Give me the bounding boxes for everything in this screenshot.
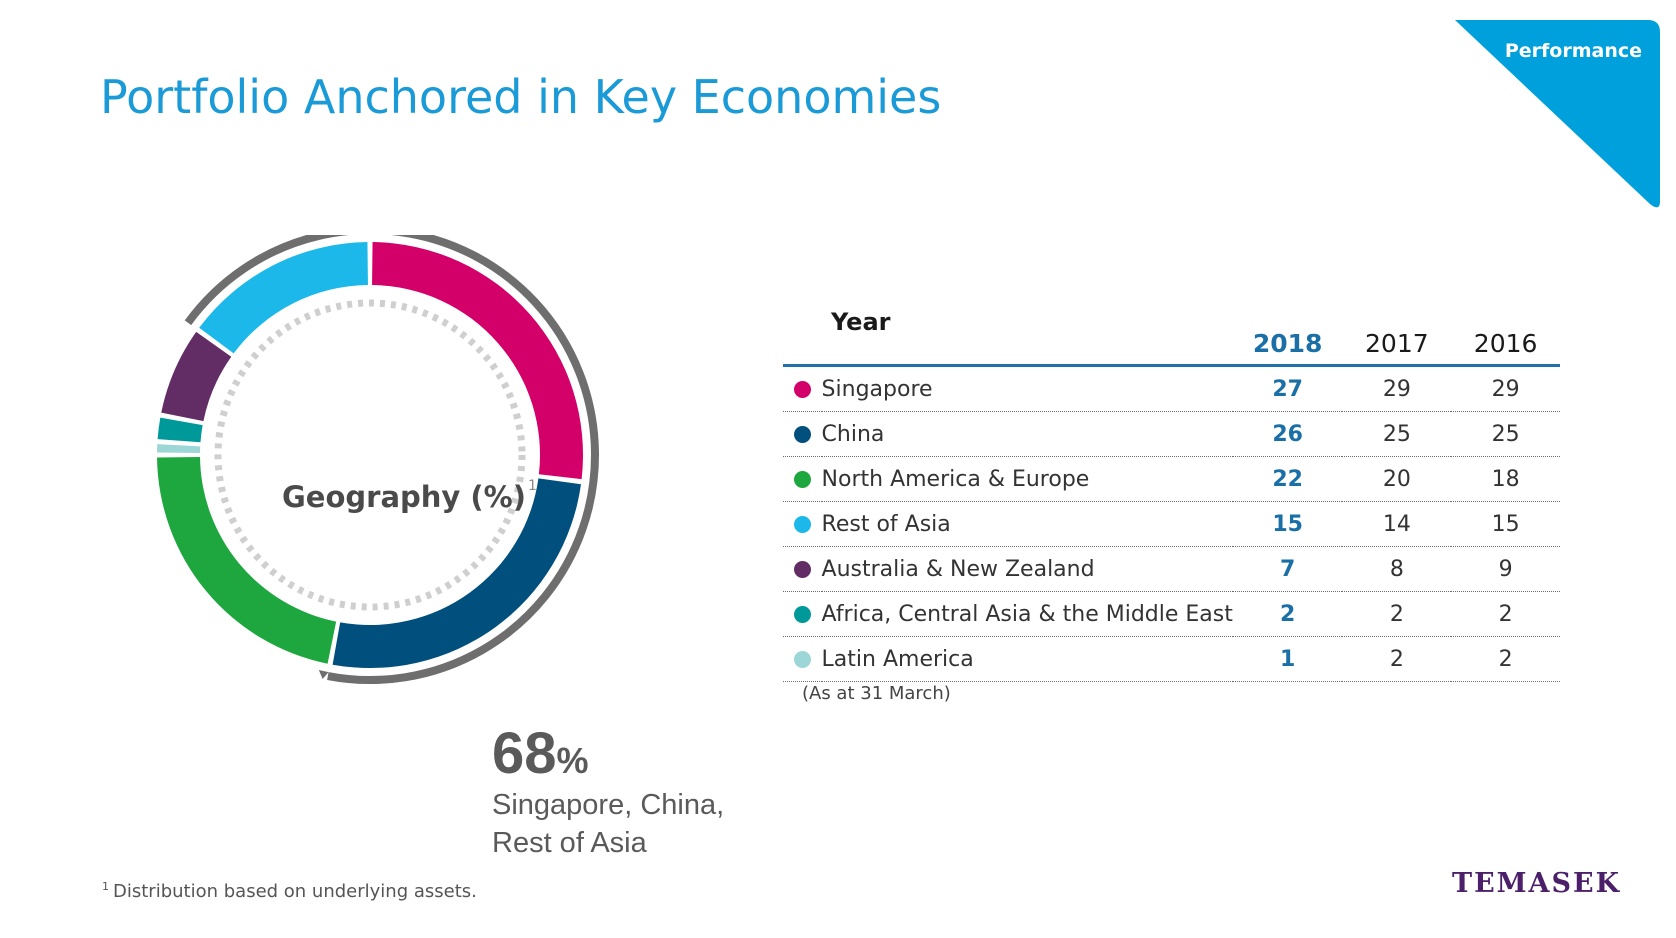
legend-dot-cell (783, 546, 822, 592)
value-2018: 1 (1232, 636, 1343, 682)
legend-dot-cell (783, 591, 822, 637)
donut-slice-china (332, 478, 581, 668)
highlight-desc-line-2: Rest of Asia (492, 827, 647, 859)
value-2017: 29 (1342, 365, 1452, 412)
legend-dot-cell (783, 636, 822, 682)
value-2016: 25 (1451, 411, 1560, 457)
highlight-desc-line-1: Singapore, China, (492, 789, 725, 821)
highlight-percentage: 68% (492, 720, 589, 787)
value-2016: 2 (1451, 591, 1560, 637)
highlight-bracket-pointer (318, 670, 329, 680)
page-title: Portfolio Anchored in Key Economies (100, 70, 942, 124)
legend-dot-cell (783, 456, 822, 502)
donut-slice-latin-america (157, 444, 201, 453)
value-2016: 18 (1451, 456, 1560, 502)
value-2016: 29 (1451, 365, 1560, 412)
value-2017: 2 (1342, 636, 1452, 682)
table-row: Singapore 27 29 29 (783, 365, 1560, 412)
region-label: Singapore (821, 365, 1233, 412)
value-2016: 9 (1451, 546, 1560, 592)
donut-center-label: Geography (%) 1 (282, 478, 537, 514)
value-2016: 2 (1451, 636, 1560, 682)
value-2018: 15 (1232, 501, 1343, 547)
year-2017-header: 2017 (1342, 300, 1452, 367)
donut-inner-dotted-ring (214, 299, 526, 611)
table-row: Africa, Central Asia & the Middle East 2 2… (783, 591, 1560, 637)
table-row: Latin America 1 2 2 (783, 636, 1560, 682)
table-row: Rest of Asia 15 14 15 (783, 501, 1560, 547)
table-row: North America & Europe 22 20 18 (783, 456, 1560, 502)
year-header: Year (783, 300, 1233, 367)
donut-slice-africa-central-asia-the-middle-east (157, 417, 203, 443)
as-at-note: (As at 31 March) (802, 683, 951, 704)
region-label: Australia & New Zealand (821, 546, 1233, 592)
region-label: Rest of Asia (821, 501, 1233, 547)
legend-dot (793, 561, 811, 578)
geography-donut-chart (157, 235, 599, 684)
value-2016: 15 (1451, 501, 1560, 547)
value-2018: 7 (1232, 546, 1343, 592)
value-2017: 2 (1342, 591, 1452, 637)
value-2018: 27 (1232, 365, 1343, 412)
table-row: China 26 25 25 (783, 411, 1560, 457)
donut-slice-north-america-europe (157, 457, 337, 664)
year-2018-header: 2018 (1232, 300, 1343, 367)
legend-dot (793, 606, 811, 623)
region-label: Latin America (821, 636, 1233, 682)
region-label: Africa, Central Asia & the Middle East (821, 591, 1233, 637)
footnote: 1 Distribution based on underlying assets… (102, 880, 477, 902)
donut-slice-australia-new-zealand (161, 331, 232, 422)
value-2018: 2 (1232, 591, 1343, 637)
value-2017: 14 (1342, 501, 1452, 547)
section-tab-label: Performance (1504, 40, 1642, 62)
highlight-value: 68 (492, 721, 557, 786)
value-2018: 26 (1232, 411, 1343, 457)
section-tab-shape (1455, 20, 1660, 208)
geography-table: Year 2018 2017 2016 Singapore 27 29 29 China… (783, 300, 1560, 682)
value-2017: 8 (1342, 546, 1452, 592)
table-header-row: Year 2018 2017 2016 (783, 300, 1560, 367)
legend-dot-cell (783, 411, 822, 457)
value-2017: 25 (1342, 411, 1452, 457)
donut-slice-rest-of-asia (199, 242, 368, 354)
footnote-marker: 1 (102, 880, 109, 893)
temasek-logo: TEMASEK (1452, 868, 1622, 899)
highlight-unit: % (556, 740, 589, 781)
donut-center-footnote-marker: 1 (528, 478, 537, 495)
donut-slice-singapore (372, 242, 584, 480)
legend-dot (793, 471, 811, 488)
year-2016-header: 2016 (1451, 300, 1560, 367)
legend-dot-cell (783, 365, 822, 412)
legend-dot (793, 426, 811, 443)
value-2017: 20 (1342, 456, 1452, 502)
highlight-description: Singapore, China, Rest of Asia (492, 786, 792, 862)
legend-dot (793, 516, 811, 533)
legend-dot (793, 651, 811, 668)
table-row: Australia & New Zealand 7 8 9 (783, 546, 1560, 592)
region-label: China (821, 411, 1233, 457)
value-2018: 22 (1232, 456, 1343, 502)
legend-dot-cell (783, 501, 822, 547)
donut-center-text: Geography (%) (282, 480, 526, 514)
footnote-text: Distribution based on underlying assets. (113, 881, 477, 902)
highlight-bracket-arc (184, 235, 599, 684)
legend-dot (793, 381, 811, 398)
region-label: North America & Europe (821, 456, 1233, 502)
